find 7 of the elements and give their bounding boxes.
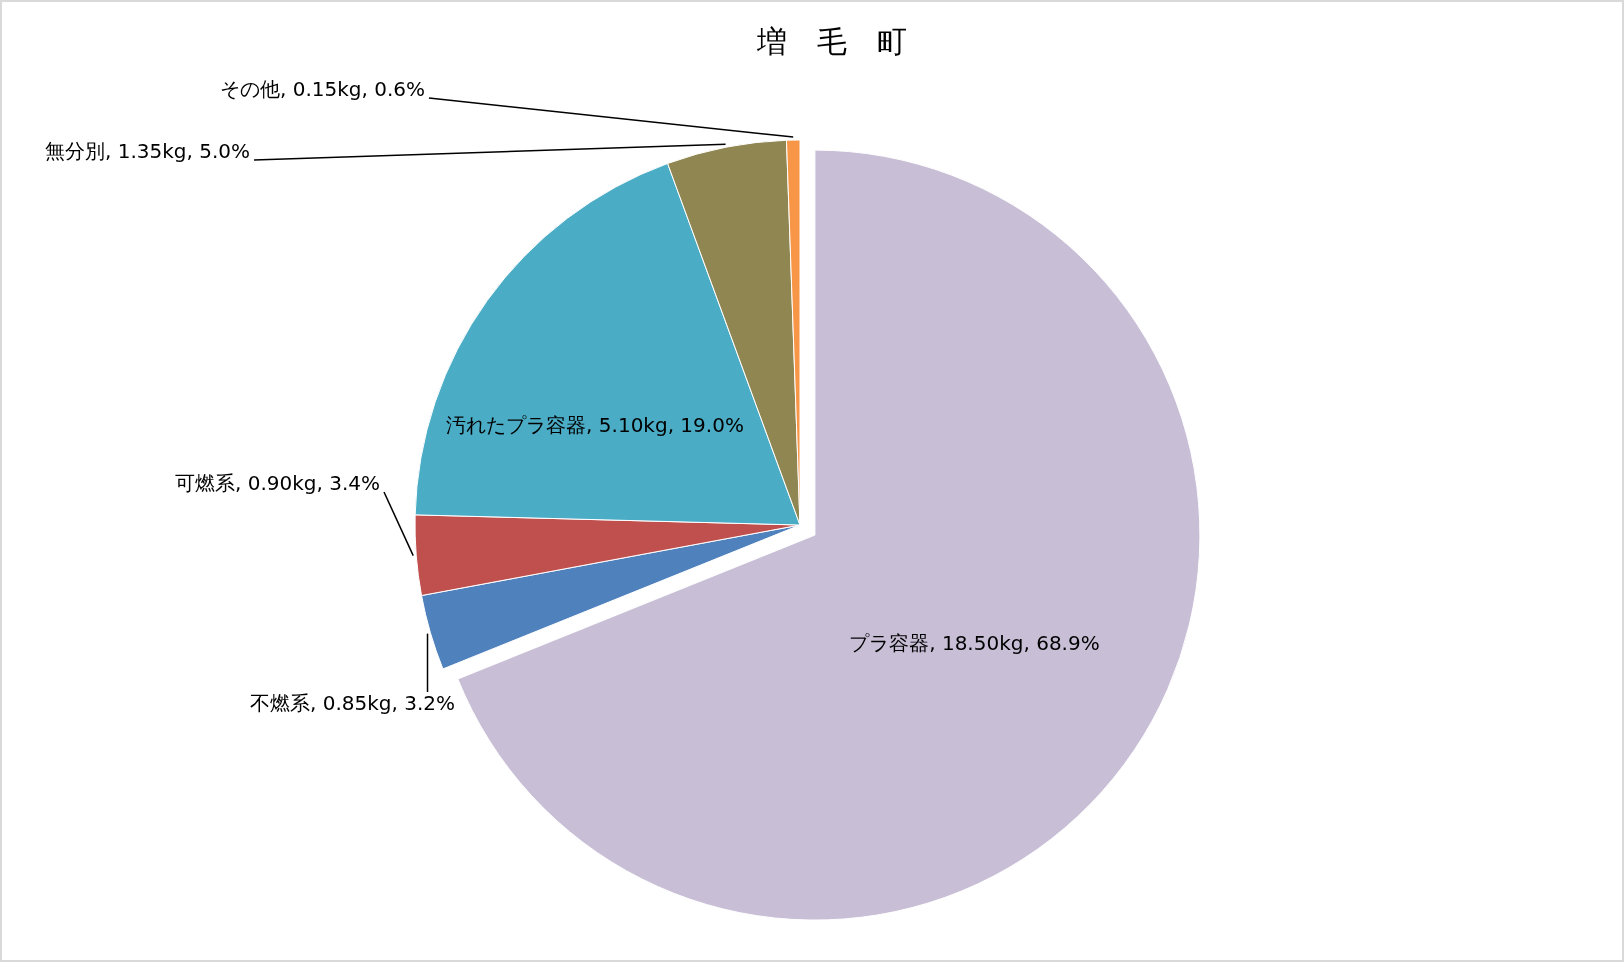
slice-label: 無分別, 1.35kg, 5.0% <box>44 138 250 164</box>
slice-label: その他, 0.15kg, 0.6% <box>219 76 425 102</box>
slice-label: 汚れたプラ容器, 5.10kg, 19.0% <box>446 412 744 438</box>
slice-label: 不燃系, 0.85kg, 3.2% <box>250 690 456 716</box>
slice-label: 可燃系, 0.90kg, 3.4% <box>174 470 380 496</box>
chart-title: 増 毛 町 <box>756 24 907 59</box>
slice-label: プラ容器, 18.50kg, 68.9% <box>849 629 1100 656</box>
